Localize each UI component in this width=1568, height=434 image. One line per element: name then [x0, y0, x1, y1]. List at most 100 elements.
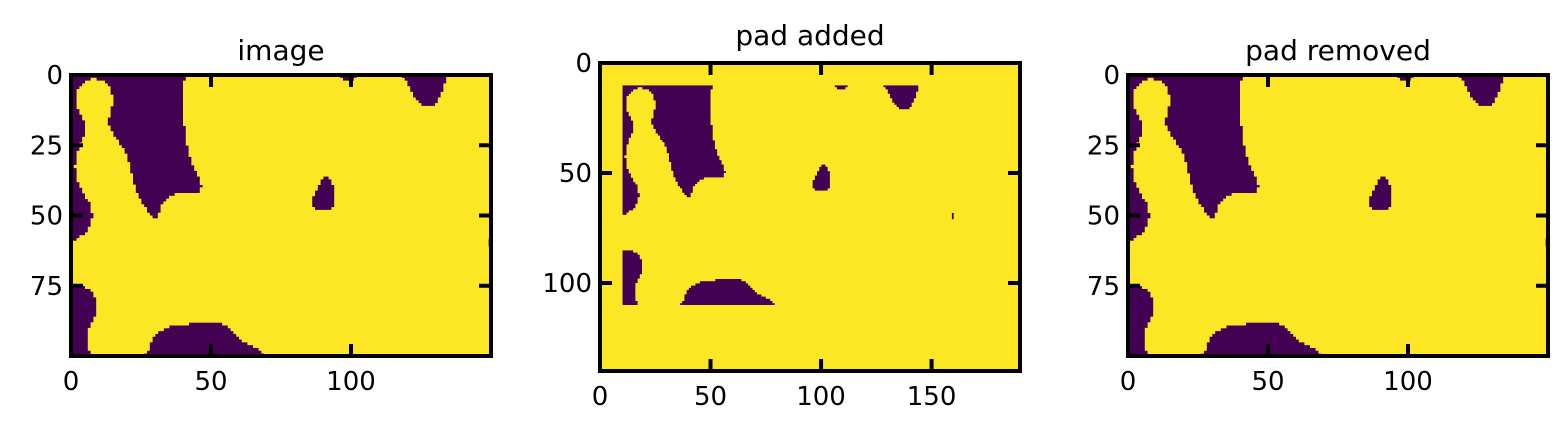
pixel-run	[626, 107, 656, 110]
pixel-run	[918, 85, 1021, 88]
pixel-run	[1128, 266, 1549, 270]
pixel-run	[1133, 105, 1168, 110]
pixel-run	[1133, 91, 1168, 96]
pixel-run	[258, 347, 492, 351]
pixel-run	[710, 111, 1021, 114]
pixel-run	[637, 252, 1021, 255]
pixel-run	[71, 254, 492, 259]
pixel-run	[76, 173, 133, 177]
pixel-run	[600, 225, 1021, 229]
pixel-run	[1304, 341, 1549, 346]
pixel-run	[750, 285, 1021, 288]
pixel-run	[334, 187, 492, 191]
pixel-run	[626, 212, 952, 216]
pixel-run	[96, 313, 492, 318]
pixel-run	[600, 146, 623, 150]
pixel-run	[1128, 282, 1549, 287]
pixel-run	[1128, 243, 1546, 247]
pixel-run	[600, 71, 1021, 75]
pixel-run	[71, 243, 489, 247]
pixel-run	[1240, 122, 1549, 126]
pixel-run	[1139, 190, 1193, 194]
pixel-run	[1128, 240, 1546, 244]
pixel-run	[829, 177, 1021, 180]
pixel-run	[600, 208, 623, 211]
pixel-run	[183, 108, 492, 112]
pixel-run	[93, 212, 150, 216]
subplot-2: 0 50 100 150 0 50 100 pad added	[542, 19, 1022, 412]
pixel-run	[71, 271, 492, 275]
pixel-run	[85, 122, 108, 126]
pixel-run	[723, 166, 820, 169]
pixel-run	[918, 89, 1021, 92]
y-tick-label: 0	[575, 49, 592, 79]
pixel-run	[1245, 150, 1549, 155]
pixel-run	[626, 146, 667, 150]
pixel-run	[712, 131, 1021, 134]
pixel-run	[71, 246, 492, 250]
pixel-run	[82, 117, 108, 121]
pixel-run	[1251, 167, 1549, 171]
pixel-run	[916, 93, 1021, 97]
pixel-run	[600, 342, 1021, 345]
pixel-run	[600, 269, 623, 273]
pixel-run	[600, 133, 623, 136]
pixel-run	[82, 136, 117, 141]
pixel-run	[600, 203, 623, 207]
pixel-run	[628, 168, 672, 172]
pixel-run	[600, 344, 1021, 348]
pixel-run	[600, 91, 623, 95]
pixel-run	[334, 201, 492, 205]
pixel-run	[76, 94, 114, 98]
pixel-run	[642, 269, 1021, 273]
pixel-run	[183, 89, 411, 93]
subplot-1: 0 50 100 0 25 50 75 image	[30, 34, 493, 397]
pixel-run	[639, 192, 685, 196]
pixel-run	[600, 100, 623, 103]
pixel-run	[637, 278, 716, 282]
pixel-run	[717, 153, 1021, 156]
pixel-run	[443, 86, 492, 90]
pixel-run	[600, 131, 623, 134]
pixel-run	[637, 197, 1021, 200]
pixel-run	[600, 137, 623, 141]
pixel-run	[1128, 252, 1549, 256]
pixel-run	[1242, 136, 1549, 141]
pixel-run	[183, 103, 422, 107]
pixel-run	[600, 192, 623, 196]
pixel-run	[829, 181, 1021, 185]
pixel-run	[600, 78, 1021, 81]
pixel-run	[600, 329, 1021, 332]
pixel-run	[191, 159, 492, 163]
pixel-run	[630, 175, 674, 178]
pixel-run	[1240, 83, 1465, 87]
pixel-run	[600, 243, 1021, 246]
pixel-run	[85, 285, 492, 289]
y-tick-label: 75	[1087, 272, 1120, 302]
pixel-run	[600, 206, 623, 209]
pixel-run	[600, 122, 623, 125]
pixel-run	[635, 203, 1021, 207]
pixel-run	[710, 102, 895, 106]
pixel-run	[191, 162, 492, 166]
pixel-run	[600, 162, 623, 165]
pixel-run	[845, 87, 886, 90]
pixel-run	[1136, 86, 1168, 90]
pixel-run	[642, 261, 1021, 264]
pixel-run	[626, 157, 669, 161]
pixel-run	[600, 85, 623, 88]
pixel-run	[73, 164, 131, 169]
pixel-run	[82, 190, 136, 194]
pixel-run	[721, 162, 1021, 165]
pixel-run	[194, 167, 492, 171]
pixel-run	[87, 333, 156, 337]
pixel-run	[911, 102, 1021, 106]
y-tick-label: 75	[30, 272, 63, 302]
pixel-run	[710, 98, 893, 101]
pixel-run	[1144, 333, 1213, 337]
pixel-run	[633, 124, 654, 128]
pixel-run	[174, 193, 315, 197]
pixel-run	[1142, 122, 1165, 126]
pixel-run	[953, 214, 1021, 218]
pixel-run	[918, 87, 1021, 90]
